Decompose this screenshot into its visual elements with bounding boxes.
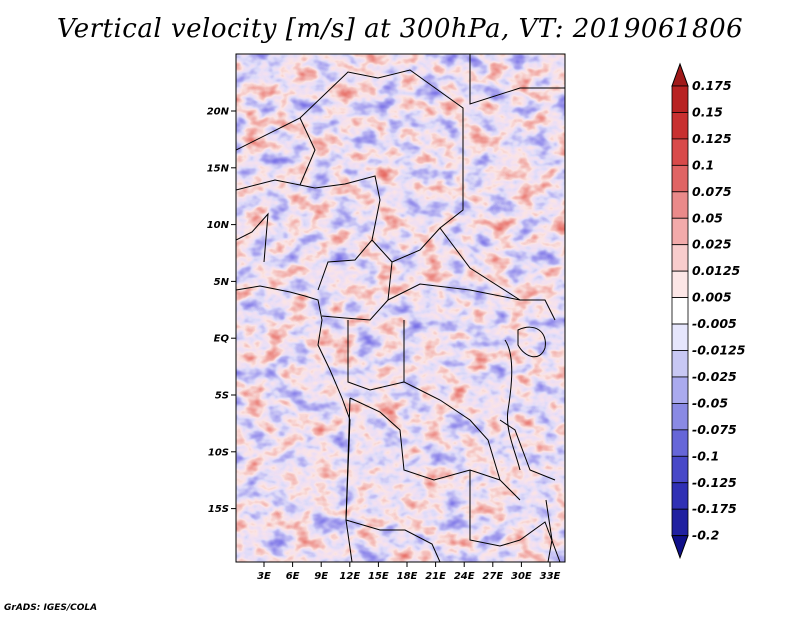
colorbar-swatch [671, 217, 689, 246]
colorbar-label: 0.15 [692, 104, 723, 119]
grads-credit: GrADS: IGES/COLA [4, 603, 98, 613]
latitude-label: 15N [207, 163, 230, 174]
latitude-axis: 20N 15N 10N 5N EQ 5S 10S 15S [207, 107, 236, 515]
country-borders [236, 54, 565, 562]
colorbar-label: 0.025 [692, 237, 732, 252]
colorbar-swatch [671, 85, 689, 113]
map-title: Vertical velocity [m/s] at 300hPa, VT: 2… [56, 14, 744, 44]
longitude-label: 3E [257, 571, 271, 582]
longitude-label: 18E [397, 571, 418, 582]
latitude-label: 5S [215, 391, 229, 402]
colorbar-label: -0.05 [692, 395, 728, 410]
colorbar-swatch [671, 508, 689, 537]
latitude-label: 15S [208, 504, 229, 515]
coastline-lakes [236, 285, 553, 562]
colorbar-label: -0.2 [692, 528, 719, 543]
colorbar-label: -0.025 [692, 369, 737, 384]
colorbar-label: 0.1 [692, 157, 714, 172]
longitude-label: 12E [339, 571, 360, 582]
colorbar: 0.175 0.15 0.125 0.1 0.075 0.05 0.025 0.0125 0.0… [671, 62, 746, 560]
latitude-label: 10S [208, 447, 229, 458]
colorbar-label: 0.05 [692, 210, 723, 225]
colorbar-swatch [671, 112, 689, 140]
longitude-label: 24E [454, 571, 475, 582]
longitude-label: 6E [286, 571, 300, 582]
colorbar-swatch [671, 270, 689, 298]
vertical-velocity-field [236, 54, 565, 562]
colorbar-label: -0.005 [692, 316, 737, 331]
colorbar-swatch [671, 455, 689, 484]
colorbar-label: -0.075 [692, 422, 737, 437]
colorbar-swatch [671, 164, 689, 193]
longitude-label: 27E [482, 571, 503, 582]
longitude-label: 9E [314, 571, 328, 582]
colorbar-swatch [671, 244, 689, 272]
colorbar-swatch [671, 297, 689, 325]
colorbar-label: 0.075 [692, 184, 732, 199]
colorbar-swatch [671, 482, 689, 510]
longitude-axis: 3E 6E 9E 12E 15E 18E 21E 24E 27E 30E 33E [257, 562, 561, 582]
colorbar-swatch [671, 323, 689, 351]
colorbar-swatch [671, 138, 689, 166]
longitude-label: 21E [425, 571, 446, 582]
latitude-label: 10N [207, 220, 230, 231]
colorbar-swatch [671, 429, 689, 457]
colorbar-label: 0.175 [692, 78, 732, 93]
colorbar-label: -0.0125 [692, 343, 746, 358]
colorbar-swatch [671, 191, 689, 219]
colorbar-label: -0.125 [692, 475, 737, 490]
colorbar-swatch [671, 402, 689, 431]
colorbar-label: 0.0125 [692, 263, 741, 278]
map-frame [235, 53, 566, 563]
longitude-label: 33E [540, 571, 561, 582]
colorbar-min-arrow [671, 535, 689, 560]
colorbar-label: -0.175 [692, 501, 737, 516]
colorbar-max-arrow [671, 62, 689, 87]
colorbar-label: 0.125 [692, 131, 732, 146]
colorbar-swatch [671, 350, 689, 378]
colorbar-swatch [671, 376, 689, 404]
latitude-label: 20N [207, 107, 230, 118]
latitude-label: 5N [214, 277, 230, 288]
colorbar-label: 0.005 [692, 290, 732, 305]
latitude-label: EQ [214, 334, 230, 345]
colorbar-label: -0.1 [692, 448, 719, 463]
longitude-label: 15E [368, 571, 389, 582]
longitude-label: 30E [511, 571, 532, 582]
